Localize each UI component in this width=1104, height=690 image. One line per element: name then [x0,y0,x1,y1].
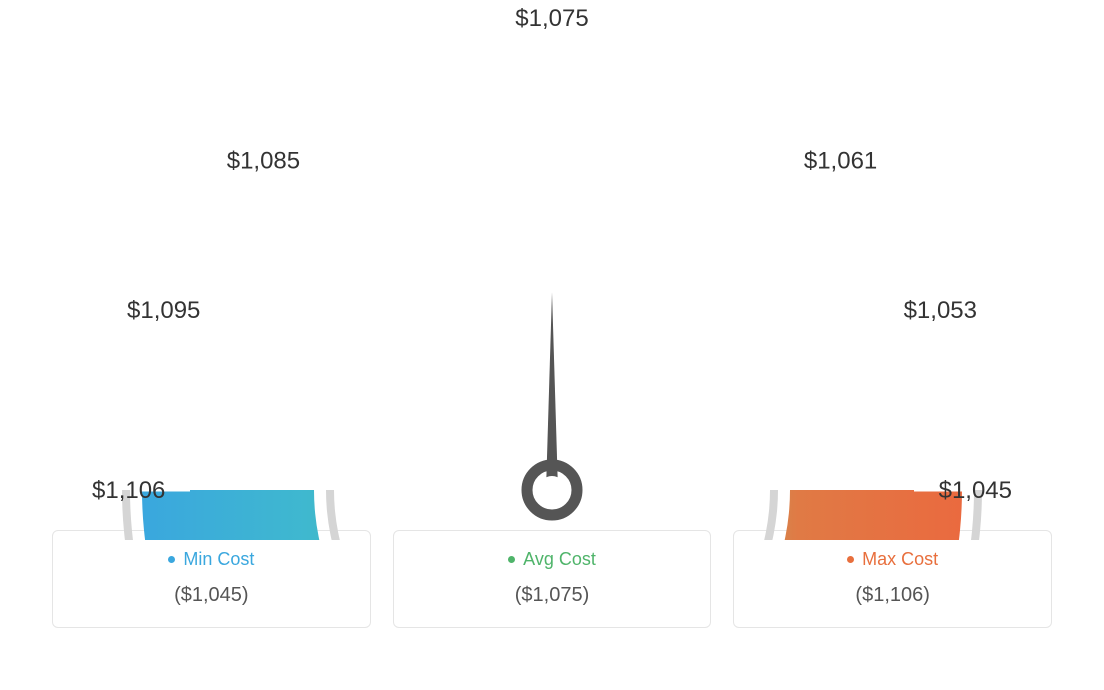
legend-label-text: Min Cost [183,549,254,570]
legend-value-avg: ($1,075) [414,584,691,607]
legend-value-min: ($1,045) [73,584,350,607]
gauge-tick [197,285,223,300]
gauge-tick [650,94,658,123]
gauge-needle [527,292,577,515]
legend-label-max: Max Cost [754,549,1031,570]
dot-icon [847,556,854,563]
gauge-tick [347,135,362,161]
gauge-tick [446,94,454,123]
gauge-tick-label: $1,106 [92,477,165,504]
legend-card-max: Max Cost ($1,106) [733,530,1052,628]
legend-value-max: ($1,106) [754,584,1031,607]
dot-icon [168,556,175,563]
gauge-tick-label: $1,053 [904,297,977,324]
gauge-tick [262,200,283,221]
legend-label-min: Min Cost [73,549,350,570]
dot-icon [508,556,515,563]
gauge-tick-label: $1,061 [804,148,877,175]
gauge-svg: $1,045 $1,053 $1,061 $1,075 $1,085 $1,095 $1,1… [0,0,1104,540]
gauge-tick-label: $1,045 [939,477,1012,504]
gauge-tick-label: $1,085 [227,148,300,175]
gauge-tick [156,384,185,392]
gauge-tick [821,200,842,221]
legend-label-text: Avg Cost [523,549,596,570]
gauge-tick [919,384,948,392]
gauge-chart: $1,045 $1,053 $1,061 $1,075 $1,085 $1,095 $1,1… [0,0,1104,520]
legend-card-avg: Avg Cost ($1,075) [393,530,712,628]
gauge-tick-label: $1,095 [127,297,200,324]
legend-label-avg: Avg Cost [414,549,691,570]
legend-card-min: Min Cost ($1,045) [52,530,371,628]
legend-label-text: Max Cost [862,549,938,570]
gauge-tick [742,135,757,161]
gauge-tick-label: $1,075 [515,5,588,32]
